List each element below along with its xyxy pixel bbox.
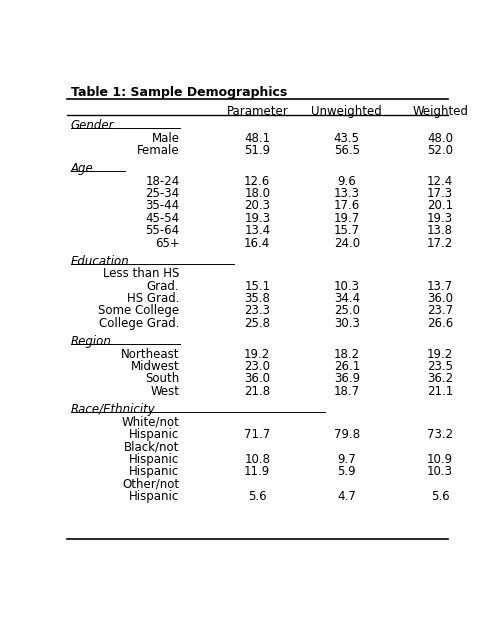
- Text: 36.0: 36.0: [426, 292, 452, 305]
- Text: 26.1: 26.1: [333, 360, 359, 373]
- Text: 11.9: 11.9: [243, 465, 270, 478]
- Text: 52.0: 52.0: [426, 144, 452, 157]
- Text: 12.4: 12.4: [426, 175, 452, 188]
- Text: 10.3: 10.3: [426, 465, 452, 478]
- Text: 56.5: 56.5: [333, 144, 359, 157]
- Text: 79.8: 79.8: [333, 428, 359, 441]
- Text: 18-24: 18-24: [145, 175, 179, 188]
- Text: 13.7: 13.7: [426, 280, 452, 292]
- Text: 73.2: 73.2: [426, 428, 452, 441]
- Text: 36.2: 36.2: [426, 373, 452, 386]
- Text: Region: Region: [70, 336, 111, 349]
- Text: 23.0: 23.0: [244, 360, 270, 373]
- Text: Education: Education: [70, 255, 129, 268]
- Text: Gender: Gender: [70, 119, 114, 132]
- Text: 19.2: 19.2: [426, 348, 452, 361]
- Text: Male: Male: [151, 131, 179, 144]
- Text: 13.3: 13.3: [333, 187, 359, 200]
- Text: 9.7: 9.7: [337, 453, 355, 466]
- Text: 23.5: 23.5: [426, 360, 452, 373]
- Text: 9.6: 9.6: [337, 175, 355, 188]
- Text: 17.2: 17.2: [426, 236, 452, 249]
- Text: 10.9: 10.9: [426, 453, 452, 466]
- Text: College Grad.: College Grad.: [99, 317, 179, 330]
- Text: 5.6: 5.6: [247, 490, 266, 503]
- Text: 24.0: 24.0: [333, 236, 359, 249]
- Text: Midwest: Midwest: [130, 360, 179, 373]
- Text: 10.3: 10.3: [333, 280, 359, 292]
- Text: 48.0: 48.0: [426, 131, 452, 144]
- Text: 12.6: 12.6: [243, 175, 270, 188]
- Text: Black/not: Black/not: [124, 441, 179, 453]
- Text: 51.9: 51.9: [243, 144, 270, 157]
- Text: 4.7: 4.7: [337, 490, 355, 503]
- Text: Age: Age: [70, 162, 93, 175]
- Text: 34.4: 34.4: [333, 292, 359, 305]
- Text: 15.7: 15.7: [333, 224, 359, 237]
- Text: 35-44: 35-44: [145, 199, 179, 212]
- Text: 18.2: 18.2: [333, 348, 359, 361]
- Text: 19.3: 19.3: [243, 212, 270, 225]
- Text: 71.7: 71.7: [243, 428, 270, 441]
- Text: 19.7: 19.7: [333, 212, 359, 225]
- Text: Female: Female: [137, 144, 179, 157]
- Text: HS Grad.: HS Grad.: [127, 292, 179, 305]
- Text: South: South: [145, 373, 179, 386]
- Text: Race/Ethnicity: Race/Ethnicity: [70, 404, 155, 416]
- Text: 10.8: 10.8: [244, 453, 270, 466]
- Text: Other/not: Other/not: [122, 478, 179, 491]
- Text: Grad.: Grad.: [147, 280, 179, 292]
- Text: 30.3: 30.3: [333, 317, 359, 330]
- Text: 5.9: 5.9: [337, 465, 355, 478]
- Text: 20.1: 20.1: [426, 199, 452, 212]
- Text: 18.7: 18.7: [333, 385, 359, 398]
- Text: 20.3: 20.3: [244, 199, 270, 212]
- Text: 16.4: 16.4: [243, 236, 270, 249]
- Text: West: West: [150, 385, 179, 398]
- Text: Parameter: Parameter: [226, 106, 288, 118]
- Text: 17.3: 17.3: [426, 187, 452, 200]
- Text: 55-64: 55-64: [145, 224, 179, 237]
- Text: 65+: 65+: [154, 236, 179, 249]
- Text: 48.1: 48.1: [243, 131, 270, 144]
- Text: 21.8: 21.8: [243, 385, 270, 398]
- Text: 21.1: 21.1: [426, 385, 452, 398]
- Text: 36.0: 36.0: [244, 373, 270, 386]
- Text: 36.9: 36.9: [333, 373, 359, 386]
- Text: Unweighted: Unweighted: [311, 106, 381, 118]
- Text: Hispanic: Hispanic: [129, 465, 179, 478]
- Text: Weighted: Weighted: [411, 106, 467, 118]
- Text: Less than HS: Less than HS: [103, 267, 179, 280]
- Text: Some College: Some College: [98, 304, 179, 318]
- Text: 45-54: 45-54: [145, 212, 179, 225]
- Text: Hispanic: Hispanic: [129, 428, 179, 441]
- Text: 25.0: 25.0: [333, 304, 359, 318]
- Text: 23.7: 23.7: [426, 304, 452, 318]
- Text: 18.0: 18.0: [244, 187, 270, 200]
- Text: 25-34: 25-34: [145, 187, 179, 200]
- Text: 15.1: 15.1: [243, 280, 270, 292]
- Text: Table 1: Sample Demographics: Table 1: Sample Demographics: [70, 86, 286, 99]
- Text: 17.6: 17.6: [333, 199, 359, 212]
- Text: Hispanic: Hispanic: [129, 453, 179, 466]
- Text: 26.6: 26.6: [426, 317, 452, 330]
- Text: Northeast: Northeast: [121, 348, 179, 361]
- Text: 25.8: 25.8: [244, 317, 270, 330]
- Text: 23.3: 23.3: [244, 304, 270, 318]
- Text: 19.3: 19.3: [426, 212, 452, 225]
- Text: 35.8: 35.8: [244, 292, 270, 305]
- Text: 5.6: 5.6: [430, 490, 448, 503]
- Text: Hispanic: Hispanic: [129, 490, 179, 503]
- Text: 13.8: 13.8: [426, 224, 452, 237]
- Text: 19.2: 19.2: [243, 348, 270, 361]
- Text: White/not: White/not: [121, 416, 179, 429]
- Text: 43.5: 43.5: [333, 131, 359, 144]
- Text: 13.4: 13.4: [243, 224, 270, 237]
